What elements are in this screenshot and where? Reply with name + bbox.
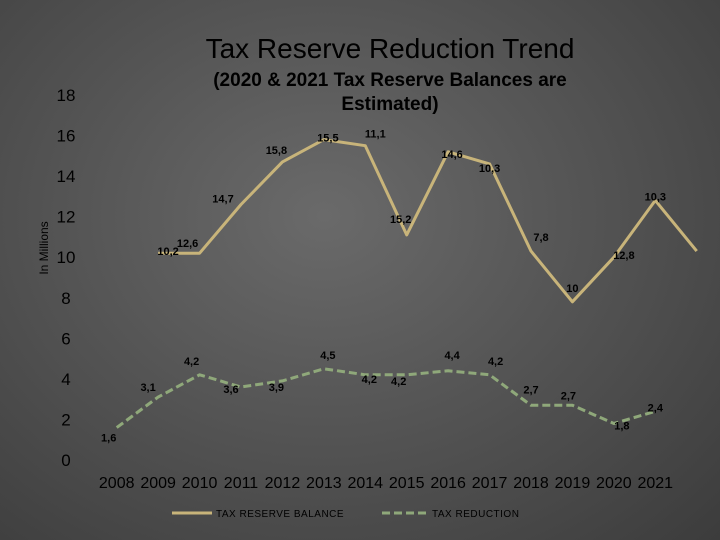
x-tick-label: 2013 [306,475,342,492]
data-label: 14,7 [212,194,233,206]
data-label: 10,2 [157,246,178,258]
y-axis-label: In Millions [37,221,51,274]
data-label: 12,6 [177,238,198,250]
x-tick-label: 2011 [224,475,259,492]
y-tick-label: 12 [57,208,76,227]
data-label: 15,2 [390,214,411,226]
y-tick-label: 18 [57,86,76,105]
data-label: 3,9 [269,382,284,394]
data-label: 11,1 [365,129,386,141]
x-tick-label: 2017 [472,475,508,492]
y-axis-ticks: 0 2 4 6 8 10 12 14 16 18 [57,86,76,470]
data-label: 10,3 [645,191,666,203]
y-tick-label: 4 [61,370,70,389]
data-label: 4,2 [391,376,406,388]
chart-subtitle-line-1: (2020 & 2021 Tax Reserve Balances are [213,70,567,91]
data-label: 3,1 [140,382,155,394]
data-label: 2,7 [523,384,538,396]
series-line-tax-reduction [115,367,656,429]
legend-label-reserve-balance: TAX RESERVE BALANCE [216,509,344,520]
y-tick-label: 14 [57,167,76,186]
data-label: 4,2 [362,374,377,386]
y-tick-label: 10 [57,248,76,267]
x-tick-label: 2008 [99,475,135,492]
data-label: 4,4 [444,350,460,362]
y-tick-label: 2 [61,410,70,429]
x-tick-label: 2015 [389,475,425,492]
x-tick-label: 2014 [347,475,383,492]
data-label: 10,3 [479,163,500,175]
x-tick-label: 2019 [555,475,591,492]
data-label: 15,8 [266,145,287,157]
y-tick-label: 8 [61,289,70,308]
data-label: 1,6 [101,433,116,445]
x-tick-label: 2020 [596,475,632,492]
x-tick-label: 2012 [265,475,301,492]
series-line-reserve-balance [158,138,698,304]
x-axis-ticks: 2008 2009 2010 2011 2012 2013 2014 2015 2016 2017… [99,475,673,492]
y-tick-label: 6 [61,329,70,348]
data-label: 7,8 [533,232,548,244]
chart-title: Tax Reserve Reduction Trend [206,33,575,64]
data-label: 10 [566,283,578,295]
legend-label-tax-reduction: TAX REDUCTION [432,509,519,520]
data-label: 15,5 [317,133,338,145]
data-label: 12,8 [613,250,634,262]
data-label: 3,6 [223,384,238,396]
legend: TAX RESERVE BALANCE TAX REDUCTION [172,509,519,520]
data-label: 2,7 [561,390,576,402]
data-label: 14,6 [441,149,462,161]
data-label: 4,2 [488,356,503,368]
x-tick-label: 2016 [430,475,466,492]
y-tick-label: 0 [61,451,70,470]
data-label: 2,4 [648,402,664,414]
y-tick-label: 16 [57,127,76,146]
x-tick-label: 2021 [637,475,673,492]
data-label: 4,2 [184,356,199,368]
x-tick-label: 2010 [182,475,218,492]
x-tick-label: 2009 [140,475,176,492]
x-tick-label: 2018 [513,475,549,492]
plot-area: 10,212,6 14,7 15,8 15,5 11,1 15,2 14,6 10,3 7,8 1… [101,129,698,445]
chart-subtitle-line-2: Estimated) [341,94,438,115]
data-label: 4,5 [320,350,335,362]
data-label: 1,8 [614,421,629,433]
